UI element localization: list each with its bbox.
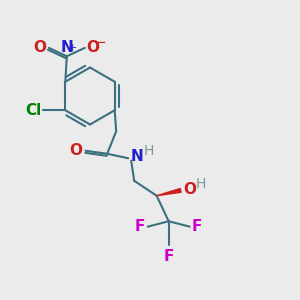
Text: F: F [192,219,202,234]
Text: O: O [86,40,99,55]
Polygon shape [157,188,181,196]
Text: H: H [196,177,206,191]
Text: O: O [183,182,196,197]
Text: H: H [144,144,154,158]
Text: F: F [164,249,174,264]
Text: +: + [68,43,77,53]
Text: N: N [60,40,73,55]
Text: O: O [33,40,46,55]
Text: Cl: Cl [25,103,41,118]
Text: −: − [93,35,106,50]
Text: F: F [135,219,145,234]
Text: O: O [70,143,83,158]
Text: N: N [130,149,143,164]
